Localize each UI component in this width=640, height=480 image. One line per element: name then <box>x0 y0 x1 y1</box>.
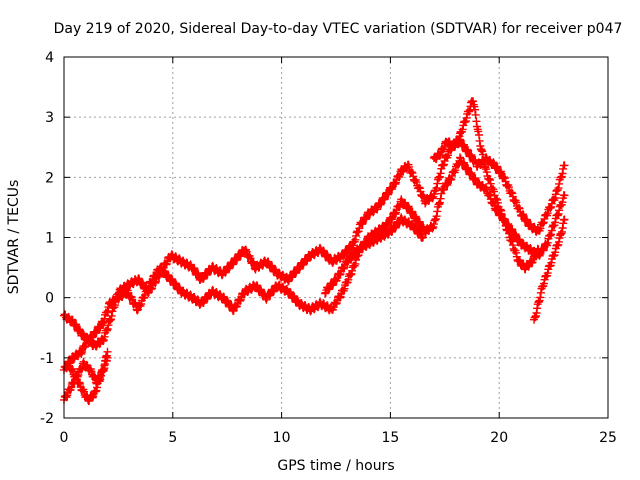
x-tick-label: 0 <box>60 430 69 446</box>
x-tick-label: 10 <box>273 430 291 446</box>
series-track-d <box>64 353 112 406</box>
x-tick-label: 15 <box>381 430 399 446</box>
series-track-e <box>321 213 427 298</box>
data-point-markers <box>64 353 112 406</box>
x-tick-label: 20 <box>490 430 508 446</box>
axis-ticks: 0 5 10 15 20 25 -2 -1 0 1 2 3 4 <box>40 50 617 446</box>
y-axis-label: SDTVAR / TECUs <box>6 180 22 295</box>
x-axis-label: GPS time / hours <box>277 458 394 474</box>
data-points <box>60 97 569 406</box>
y-tick-label: 4 <box>45 50 54 66</box>
data-point-markers <box>429 97 543 274</box>
y-tick-label: 3 <box>45 110 54 126</box>
y-tick-label: 1 <box>45 231 54 247</box>
x-tick-label: 5 <box>168 430 177 446</box>
series-track-f <box>429 97 543 274</box>
series-track-g <box>530 215 569 324</box>
y-tick-label: 2 <box>45 170 54 186</box>
y-tick-label: -2 <box>40 411 54 427</box>
y-tick-label: 0 <box>45 291 54 307</box>
y-tick-label: -1 <box>40 351 54 367</box>
chart-title: Day 219 of 2020, Sidereal Day-to-day VTE… <box>54 21 623 37</box>
data-point-markers <box>530 215 569 324</box>
x-tick-label: 25 <box>599 430 617 446</box>
